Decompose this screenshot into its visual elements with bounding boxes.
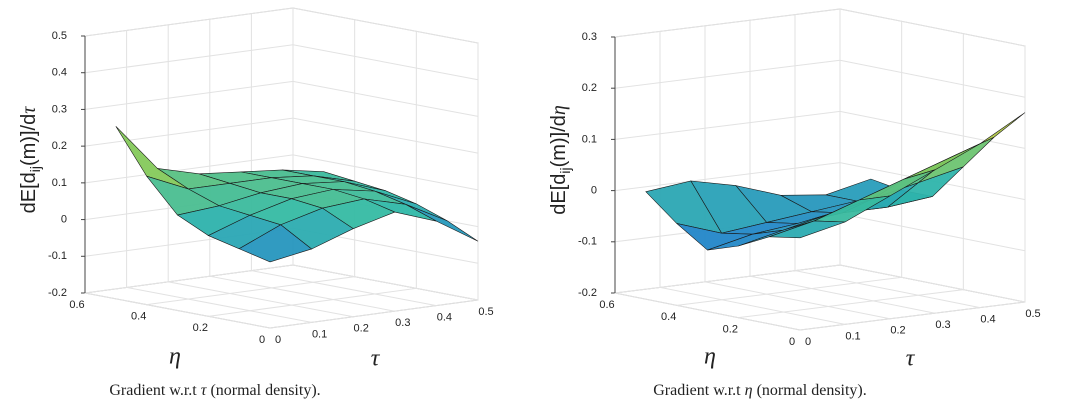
- y-tick-label: 0: [789, 336, 795, 348]
- z-axis-label: dE[dij(m)]/dη: [548, 105, 573, 215]
- z-tick-label: 0.3: [582, 31, 597, 43]
- x-tick-label: 0.5: [478, 306, 493, 318]
- caption-part: Gradient w.r.t: [109, 382, 200, 399]
- caption-part: (normal density).: [206, 382, 320, 399]
- z-tick-label: 0.5: [52, 30, 67, 42]
- z-label-part: η: [548, 105, 570, 115]
- y-tick-label: 0.4: [661, 311, 676, 323]
- z-tick-label: 0.4: [52, 67, 67, 79]
- z-tick-label: 0.3: [52, 103, 67, 115]
- x-tick-label: 0.3: [395, 317, 410, 329]
- side-wall: [839, 8, 1026, 303]
- back-wall: [614, 8, 841, 294]
- grid-line: [676, 21, 903, 306]
- grid-line: [738, 33, 964, 319]
- z-label-part: (m)]/d: [548, 115, 570, 167]
- caption-part: τ: [201, 382, 208, 399]
- x-axis-label: τ: [371, 346, 381, 372]
- z-tick-label: 0.2: [52, 140, 67, 152]
- grid-line: [84, 8, 294, 294]
- x-tick-label: 0.4: [437, 312, 452, 324]
- grid-line: [269, 43, 479, 329]
- caption-part: η: [745, 382, 753, 399]
- y-tick-label: 0: [259, 334, 265, 346]
- z-tick-label: 0: [61, 213, 67, 225]
- y-tick-label: 0.4: [131, 311, 146, 323]
- z-label-part: dE[d: [18, 172, 40, 213]
- z-label-part: (m)]/d: [18, 114, 40, 166]
- z-axis-label: dE[dij(m)]/dτ: [18, 106, 43, 214]
- y-axis-label: η: [169, 344, 181, 370]
- z-tick-label: 0: [591, 185, 597, 197]
- x-tick-label: 0.2: [354, 323, 369, 335]
- y-tick-label: 0.2: [723, 324, 738, 336]
- z-tick-label: -0.1: [578, 236, 597, 248]
- caption: Gradient w.r.t τ (normal density).: [109, 382, 320, 399]
- y-tick-label: 0.6: [69, 299, 84, 311]
- surface-patch: [769, 220, 846, 239]
- x-tick-label: 0: [805, 336, 811, 348]
- y-tick-label: 0.6: [599, 299, 614, 311]
- x-tick-label: 0: [275, 334, 281, 346]
- x-tick-label: 0.2: [890, 325, 905, 337]
- grid-line: [208, 31, 417, 317]
- z-label-part: ij: [27, 166, 43, 172]
- z-tick-label: -0.2: [578, 287, 597, 299]
- grid-line: [614, 9, 841, 294]
- caption: Gradient w.r.t η (normal density).: [653, 382, 867, 399]
- y-tick-label: 0.2: [193, 322, 208, 334]
- z-tick-label: -0.2: [48, 287, 67, 299]
- x-tick-label: 0.5: [1025, 308, 1040, 320]
- z-tick-label: 0.2: [582, 82, 597, 94]
- z-tick-label: -0.1: [48, 250, 67, 262]
- z-tick-label: 0.1: [582, 133, 597, 145]
- grid-line: [146, 19, 356, 306]
- z-label-part: ij: [557, 167, 573, 173]
- y-axis-label: η: [704, 344, 716, 370]
- x-tick-label: 0.1: [845, 330, 860, 342]
- z-label-part: dE[d: [548, 174, 570, 215]
- caption-part: (normal density).: [753, 382, 867, 399]
- x-axis-label: τ: [906, 346, 916, 372]
- x-tick-label: 0.4: [980, 314, 995, 326]
- caption-part: Gradient w.r.t: [653, 382, 744, 399]
- grid-line: [799, 46, 1026, 331]
- z-label-part: τ: [18, 106, 40, 114]
- x-tick-label: 0.1: [312, 328, 327, 340]
- side-wall: [292, 7, 479, 301]
- z-tick-label: 0.1: [52, 177, 67, 189]
- surface-patch: [238, 224, 313, 263]
- x-tick-label: 0.3: [935, 319, 950, 331]
